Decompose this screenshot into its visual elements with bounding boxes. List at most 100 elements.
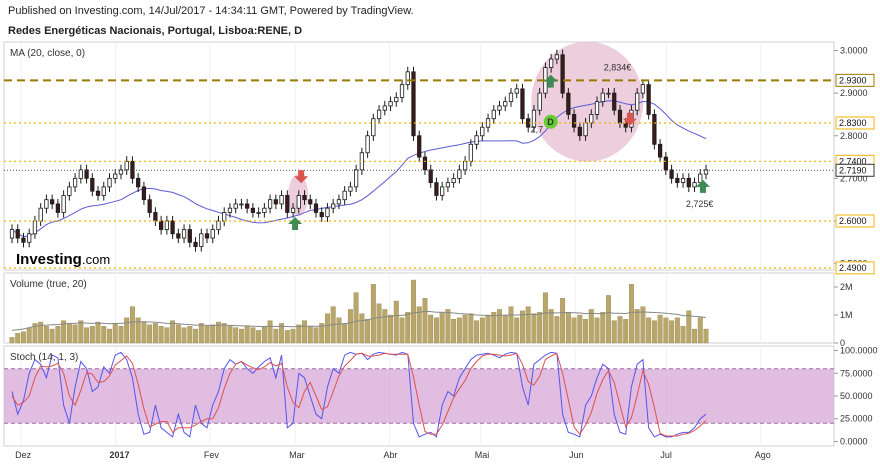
volume-bar [49,328,55,344]
published-caption: Published on Investing.com, 14/Jul/2017 … [8,5,414,17]
price-badge [835,214,875,228]
price-badge [835,73,875,87]
candle-body [199,233,204,247]
arrow-down-icon [622,112,637,126]
candle-body [216,220,221,230]
candle-body [67,186,72,196]
candle-body [250,207,256,213]
candle-body [61,195,66,213]
candle-body [663,156,668,171]
volume-bar [175,324,181,344]
logo-brand: Investing [16,251,82,268]
volume-bar [244,326,250,344]
price-panel-frame [3,41,835,271]
stoch-tick-label: 25.0000 [840,414,873,424]
candle-body [210,229,215,239]
price-badge-label: 2.6000 [839,216,867,226]
candle-body [273,199,278,205]
volume-bar [376,303,382,344]
volume-bar [141,321,147,344]
candle-body [296,195,301,209]
volume-bar [433,317,439,344]
stoch-lines [11,351,707,438]
candle-body [136,177,141,188]
volume-bar [462,314,468,344]
volume-bar [89,326,95,344]
volume-bar [514,317,520,344]
volume-bar [135,317,141,344]
volume-bar [290,328,296,344]
volume-bar [130,306,135,344]
volume-bar [38,321,44,344]
candle-body [376,109,382,120]
time-tick-label: Jun [569,450,584,460]
volume-bar [95,321,101,344]
candle-body [222,212,227,222]
volume-bar [370,284,376,344]
candle-body [680,177,686,184]
volume-tick-label: 2M [840,282,853,292]
time-axis: Dez 2017 Fev Mar Abr Mai Jun Jul Ago [15,450,771,460]
volume-bar [365,319,371,344]
candle-body [474,135,479,145]
volume-bar [451,319,457,344]
volume-bar [583,319,588,344]
candle-body [95,190,101,196]
investing-logo: Investing .com [16,251,110,268]
volume-bar [147,324,153,344]
candle-body [233,203,238,209]
volume-bar [537,312,543,344]
candle-body [652,114,657,145]
candle-body [686,177,691,188]
candle-body [15,229,20,239]
time-tick-label: Dez [15,450,32,460]
time-tick-label: 2017 [109,450,129,460]
price-lines [4,79,834,269]
volume-bar [221,323,227,344]
candle-body [342,190,347,201]
candle-body [520,88,525,120]
volume-bar [456,317,462,344]
candle-body [245,203,250,209]
volume-bar [21,331,26,344]
candle-body [566,92,571,115]
candle-body [27,233,32,243]
stoch-tick-label: 100.0000 [840,346,878,356]
volume-bar [152,323,158,344]
volume-bar [594,317,600,344]
candle-body [239,203,244,206]
time-tick-label: Fev [204,450,220,460]
volume-bar [588,309,594,344]
candle-body [204,233,210,239]
volume-bar [273,328,279,344]
volume-bar [479,317,485,344]
candle-body [692,182,697,188]
annotations: 2,834€ 2,725€ 2,7 [531,63,714,209]
candle-body [675,177,680,184]
volume-bar [78,320,84,344]
candle-body [635,92,640,111]
candle-body [388,101,393,107]
highlight-areas [4,41,834,424]
volume-bar [204,326,210,344]
highlight-ellipse-large [531,41,644,162]
candle-body [267,199,273,209]
time-tick-label: Mai [475,450,490,460]
volume-bar [342,323,348,344]
candle-body [394,97,399,103]
volume-bar [66,323,72,344]
candle-body [113,173,118,179]
candle-body [153,212,158,222]
volume-bar [628,284,634,344]
volume-bar [9,337,15,344]
ma-series [11,100,707,238]
volume-bar [284,330,290,344]
volume-bar [158,326,164,344]
candle-body [451,177,456,184]
candle-body [354,169,359,188]
volume-bar [674,317,680,344]
volume-bar [571,317,577,344]
candle-body [571,114,577,128]
